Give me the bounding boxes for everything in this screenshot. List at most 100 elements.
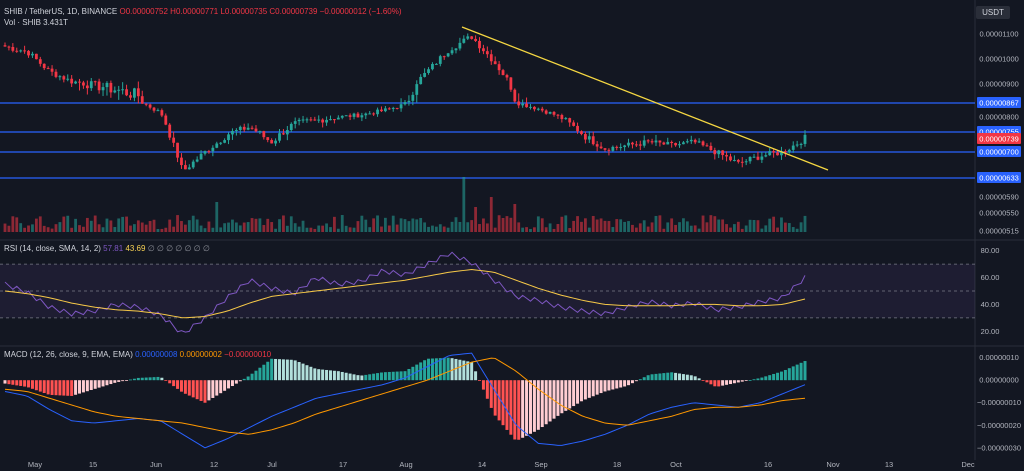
candle-body — [540, 108, 544, 111]
volume-bar — [705, 222, 709, 232]
volume-bar — [689, 225, 693, 232]
level-tag — [977, 97, 1021, 108]
macd-histogram-bar — [336, 371, 340, 381]
macd-histogram-bar — [525, 380, 529, 436]
macd-histogram-bar — [215, 380, 219, 396]
candle-body — [199, 153, 203, 160]
candle-body — [238, 126, 242, 130]
macd-histogram-bar — [697, 378, 701, 381]
candle-body — [685, 141, 689, 143]
rsi-label: RSI (14, close, SMA, 14, 2) — [4, 244, 101, 253]
volume-bar — [662, 228, 666, 232]
volume-bar — [391, 215, 395, 232]
volume-bar — [250, 218, 254, 232]
volume-bar — [89, 220, 93, 232]
candle-body — [387, 108, 391, 110]
candle-body — [66, 78, 70, 80]
candle-body — [721, 150, 725, 156]
macd-histogram-bar — [321, 369, 325, 381]
candle-body — [250, 127, 254, 129]
macd-histogram-bar — [607, 380, 611, 391]
candle-body — [360, 115, 364, 118]
candle-body — [344, 115, 348, 117]
macd-histogram-bar — [678, 373, 682, 381]
candle-body — [693, 139, 697, 143]
candle-body — [509, 77, 513, 90]
volume-bar — [525, 227, 528, 232]
volume-bar — [454, 217, 458, 232]
macd-histogram-bar — [454, 358, 458, 381]
macd-histogram-bar — [560, 380, 564, 414]
candle-body — [497, 64, 501, 71]
candle-body — [423, 72, 427, 77]
volume-bar — [513, 204, 517, 232]
candle-body — [305, 119, 309, 121]
macd-histogram-bar — [50, 380, 54, 395]
candle-body — [556, 114, 560, 116]
macd-histogram-bar — [372, 373, 376, 381]
volume-bar — [756, 220, 760, 232]
volume-bar — [654, 215, 658, 232]
candle-body — [129, 95, 132, 98]
candle-body — [489, 54, 493, 62]
volume-bar — [795, 228, 799, 232]
candle-body — [117, 89, 121, 91]
volume-bar — [383, 217, 387, 232]
volume-bar — [599, 218, 603, 232]
volume-bar — [607, 221, 611, 232]
candle-body — [462, 38, 466, 43]
currency-button[interactable]: USDT — [976, 6, 1010, 19]
volume-bar — [493, 227, 497, 232]
macd-histogram-bar — [419, 362, 423, 381]
macd-histogram-bar — [313, 368, 317, 381]
candle-body — [513, 89, 517, 102]
macd-histogram-bar — [442, 357, 446, 381]
volume-bar — [458, 221, 462, 232]
candle-body — [242, 126, 246, 130]
candle-body — [803, 134, 807, 144]
volume-bar — [803, 215, 807, 232]
volume-bar — [372, 218, 376, 232]
macd-histogram-bar — [462, 360, 466, 381]
candle-body — [607, 149, 611, 151]
macd-histogram-bar — [38, 380, 42, 392]
candle-body — [552, 111, 556, 115]
macd-tick-label: 0.00000010 — [979, 353, 1019, 362]
candle-body — [674, 143, 677, 146]
macd-histogram-bar — [203, 380, 207, 403]
macd-histogram-bar — [391, 371, 395, 381]
volume-bar — [419, 217, 423, 232]
macd-histogram-bar — [650, 374, 654, 381]
candle-body — [529, 106, 532, 108]
candle-body — [478, 40, 481, 49]
macd-histogram-bar — [713, 380, 717, 387]
candle-body — [164, 115, 168, 125]
volume-bar — [646, 226, 650, 232]
volume-bar — [560, 216, 564, 232]
candle-body — [121, 89, 125, 91]
volume-bar — [317, 225, 321, 232]
candle-body — [266, 137, 270, 141]
candle-body — [321, 119, 325, 123]
candle-body — [19, 50, 23, 52]
candle-body — [11, 46, 15, 51]
volume-bar — [187, 220, 191, 232]
candle-body — [627, 142, 630, 146]
volume-bar — [121, 216, 125, 232]
candle-body — [525, 103, 528, 108]
signal-line — [4, 357, 806, 435]
macd-histogram-bar — [242, 378, 246, 381]
macd-histogram-bar — [281, 359, 285, 381]
candle-body — [234, 129, 238, 131]
candle-body — [599, 146, 603, 149]
volume-bar — [97, 224, 101, 232]
candle-body — [395, 107, 399, 109]
macd-histogram-bar — [634, 380, 638, 382]
volume-bar — [85, 217, 89, 232]
macd-histogram-bar — [701, 380, 705, 381]
volume-bar — [470, 220, 474, 232]
x-tick-label: Nov — [826, 460, 840, 469]
level-tag — [977, 146, 1021, 157]
macd-histogram-bar — [717, 380, 721, 387]
